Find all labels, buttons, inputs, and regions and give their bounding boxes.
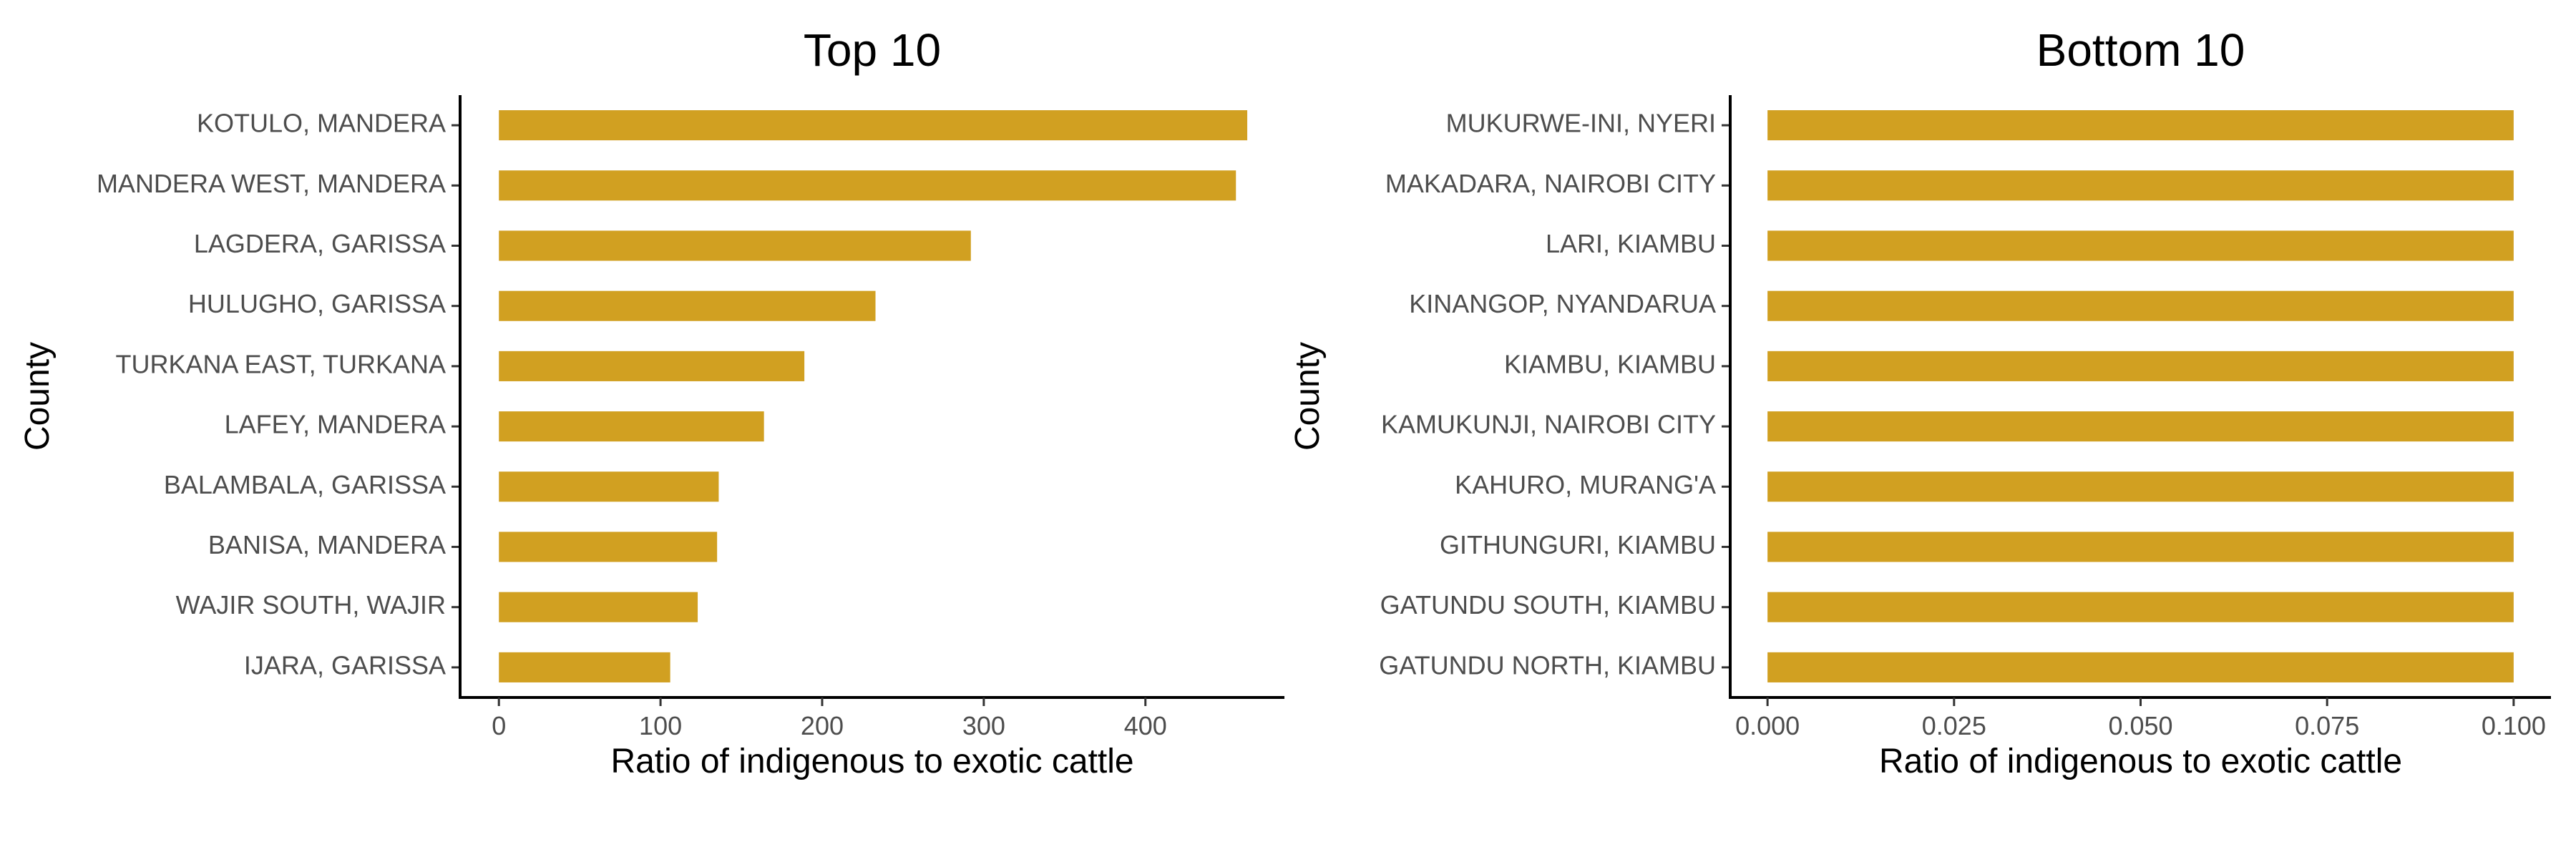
x-axis-title: Ratio of indigenous to exotic cattle bbox=[610, 743, 1133, 780]
y-tick-label: MAKADARA, NAIROBI CITY bbox=[1385, 169, 1716, 198]
chart-title: Bottom 10 bbox=[2036, 24, 2245, 76]
bar bbox=[499, 290, 876, 321]
bar bbox=[499, 652, 670, 682]
y-tick-label: KAHURO, MURANG'A bbox=[1455, 470, 1716, 499]
bar bbox=[499, 230, 971, 261]
x-tick-label: 300 bbox=[962, 711, 1005, 740]
x-tick-label: 0.100 bbox=[2482, 711, 2546, 740]
y-tick-label: KINANGOP, NYANDARUA bbox=[1409, 289, 1716, 318]
y-tick-label: KOTULO, MANDERA bbox=[197, 109, 446, 138]
x-tick-label: 0.050 bbox=[2108, 711, 2172, 740]
y-tick-label: HULUGHO, GARISSA bbox=[188, 289, 446, 318]
y-tick-label: LAGDERA, GARISSA bbox=[194, 229, 446, 258]
y-tick-label: GATUNDU NORTH, KIAMBU bbox=[1379, 650, 1716, 680]
y-tick-label: WAJIR SOUTH, WAJIR bbox=[176, 590, 446, 619]
x-tick-label: 200 bbox=[801, 711, 844, 740]
bar bbox=[499, 411, 764, 442]
bar bbox=[1767, 532, 2514, 562]
y-axis-title: County bbox=[1289, 342, 1327, 451]
y-tick-label: BANISA, MANDERA bbox=[208, 530, 446, 559]
bar bbox=[1767, 290, 2514, 321]
x-axis-title: Ratio of indigenous to exotic cattle bbox=[1879, 743, 2402, 780]
x-tick-label: 0.000 bbox=[1735, 711, 1800, 740]
x-tick-label: 0 bbox=[492, 711, 506, 740]
y-tick-label: IJARA, GARISSA bbox=[244, 650, 446, 680]
bar bbox=[1767, 411, 2514, 442]
bar bbox=[1767, 471, 2514, 502]
x-tick-label: 100 bbox=[639, 711, 682, 740]
x-tick-label: 400 bbox=[1124, 711, 1167, 740]
bar bbox=[1767, 351, 2514, 381]
bar bbox=[499, 170, 1236, 201]
chart-panel-2: Bottom 10 MUKURWE-INI, NYERI MAKADARA, NAI… bbox=[1289, 24, 2551, 780]
bar bbox=[1767, 110, 2514, 141]
y-tick-label: MUKURWE-INI, NYERI bbox=[1446, 109, 1716, 138]
bar bbox=[499, 592, 698, 622]
bar bbox=[1767, 170, 2514, 201]
y-tick-label: KAMUKUNJI, NAIROBI CITY bbox=[1381, 410, 1716, 439]
y-tick-label: GATUNDU SOUTH, KIAMBU bbox=[1380, 590, 1716, 619]
y-tick-label: LARI, KIAMBU bbox=[1546, 229, 1716, 258]
chart-title: Top 10 bbox=[804, 24, 941, 76]
bar bbox=[1767, 230, 2514, 261]
y-tick-label: MANDERA WEST, MANDERA bbox=[97, 169, 446, 198]
chart-panel-1: Top 10 KOTULO, MANDERA MANDERA WEST, MANDE… bbox=[19, 24, 1284, 780]
bar bbox=[1767, 652, 2514, 682]
y-tick-label: TURKANA EAST, TURKANA bbox=[116, 349, 446, 378]
bar bbox=[499, 110, 1248, 141]
bar bbox=[499, 351, 805, 381]
bar bbox=[499, 532, 718, 562]
x-tick-label: 0.075 bbox=[2295, 711, 2359, 740]
y-axis-title: County bbox=[19, 342, 57, 451]
y-tick-label: KIAMBU, KIAMBU bbox=[1504, 349, 1716, 378]
y-tick-label: GITHUNGURI, KIAMBU bbox=[1440, 530, 1716, 559]
bar bbox=[1767, 592, 2514, 622]
y-tick-label: BALAMBALA, GARISSA bbox=[164, 470, 446, 499]
y-tick-label: LAFEY, MANDERA bbox=[225, 410, 446, 439]
bar bbox=[499, 471, 719, 502]
x-tick-label: 0.025 bbox=[1922, 711, 1986, 740]
